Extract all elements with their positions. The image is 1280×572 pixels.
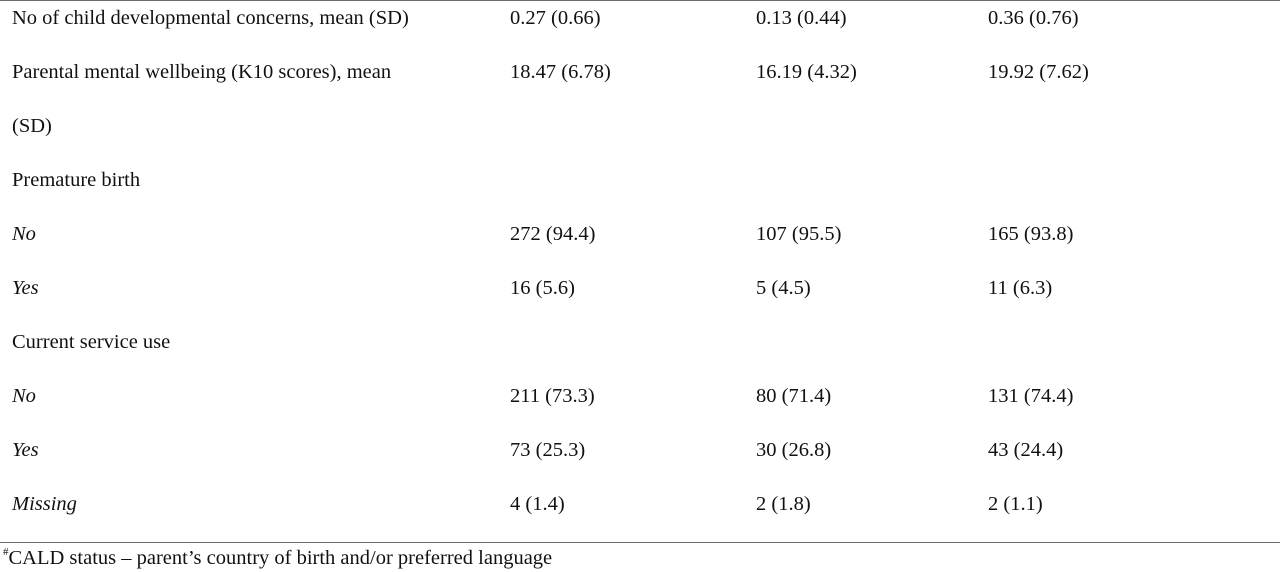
- cell-value: 131 (74.4): [988, 385, 1074, 407]
- table-row: Parental mental wellbeing (K10 scores), …: [0, 62, 1280, 116]
- cell-value: 0.36 (0.76): [988, 7, 1079, 29]
- footnote-marker: #: [3, 546, 9, 558]
- cell-value: 107 (95.5): [756, 223, 842, 245]
- table-row: Yes 16 (5.6) 5 (4.5) 11 (6.3): [0, 278, 1280, 332]
- section-label: Premature birth: [12, 169, 141, 191]
- cell-value: 4 (1.4): [510, 493, 565, 515]
- cell-value: 5 (4.5): [756, 277, 811, 299]
- cell-value: 0.13 (0.44): [756, 7, 847, 29]
- row-label: Yes: [12, 439, 39, 461]
- footnote-text: CALD status – parent’s country of birth …: [8, 547, 553, 569]
- table-row: No 211 (73.3) 80 (71.4) 131 (74.4): [0, 386, 1280, 440]
- cell-value: 211 (73.3): [510, 385, 595, 407]
- cell-value: 18.47 (6.78): [510, 61, 611, 83]
- table-row: Premature birth: [0, 170, 1280, 224]
- row-label: (SD): [12, 115, 52, 137]
- cell-value: 73 (25.3): [510, 439, 586, 461]
- cell-value: 165 (93.8): [988, 223, 1074, 245]
- table-row: Yes 73 (25.3) 30 (26.8) 43 (24.4): [0, 440, 1280, 494]
- cell-value: 43 (24.4): [988, 439, 1064, 461]
- cell-value: 30 (26.8): [756, 439, 832, 461]
- table-row: (SD): [0, 116, 1280, 170]
- cell-value: 272 (94.4): [510, 223, 596, 245]
- table-row: No of child developmental concerns, mean…: [0, 8, 1280, 62]
- cell-value: 2 (1.1): [988, 493, 1043, 515]
- cell-value: 16 (5.6): [510, 277, 575, 299]
- cell-value: 16.19 (4.32): [756, 61, 857, 83]
- table-top-rule: [0, 0, 1280, 1]
- table-row: No 272 (94.4) 107 (95.5) 165 (93.8): [0, 224, 1280, 278]
- cell-value: 80 (71.4): [756, 385, 832, 407]
- row-label: Parental mental wellbeing (K10 scores), …: [12, 61, 392, 83]
- cell-value: 19.92 (7.62): [988, 61, 1089, 83]
- table-bottom-rule: [0, 542, 1280, 543]
- row-label: No of child developmental concerns, mean…: [12, 7, 409, 29]
- cell-value: 2 (1.8): [756, 493, 811, 515]
- cell-value: 11 (6.3): [988, 277, 1053, 299]
- table-row: Missing 4 (1.4) 2 (1.8) 2 (1.1): [0, 494, 1280, 548]
- section-label: Current service use: [12, 331, 171, 353]
- row-label: No: [12, 223, 36, 245]
- row-label: No: [12, 385, 36, 407]
- row-label: Yes: [12, 277, 39, 299]
- row-label: Missing: [12, 493, 77, 515]
- table-footnote: #CALD status – parent’s country of birth…: [3, 546, 553, 569]
- table-row: Current service use: [0, 332, 1280, 386]
- cell-value: 0.27 (0.66): [510, 7, 601, 29]
